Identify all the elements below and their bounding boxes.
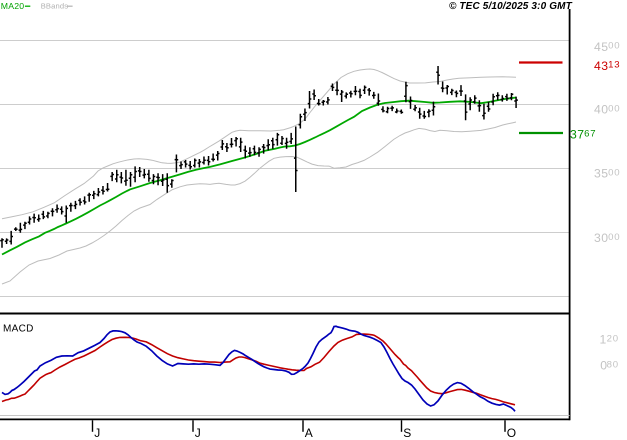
svg-text:MACD: MACD	[3, 324, 34, 335]
svg-text:00: 00	[608, 103, 620, 114]
svg-text:S: S	[403, 426, 411, 440]
svg-text:A: A	[305, 426, 313, 440]
svg-text:J: J	[195, 426, 201, 440]
svg-text:37: 37	[570, 128, 585, 142]
svg-text:MA20: MA20	[1, 1, 25, 11]
svg-text:J: J	[94, 426, 100, 440]
svg-text:BBands: BBands	[41, 2, 69, 11]
svg-text:45: 45	[594, 40, 609, 54]
svg-text:© TEC 5/10/2025 3:0 GMT: © TEC 5/10/2025 3:0 GMT	[449, 1, 573, 12]
svg-text:O: O	[507, 426, 516, 440]
svg-text:13: 13	[608, 60, 620, 71]
svg-text:80: 80	[607, 359, 619, 370]
svg-text:35: 35	[594, 167, 609, 181]
svg-text:0: 0	[600, 359, 607, 373]
svg-text:20: 20	[607, 333, 619, 344]
svg-text:30: 30	[594, 231, 609, 245]
svg-text:00: 00	[608, 41, 620, 52]
svg-text:00: 00	[608, 232, 620, 243]
svg-text:1: 1	[600, 333, 607, 347]
svg-text:40: 40	[594, 103, 609, 117]
svg-text:43: 43	[594, 59, 609, 73]
svg-text:67: 67	[584, 128, 596, 139]
svg-text:00: 00	[608, 167, 620, 178]
